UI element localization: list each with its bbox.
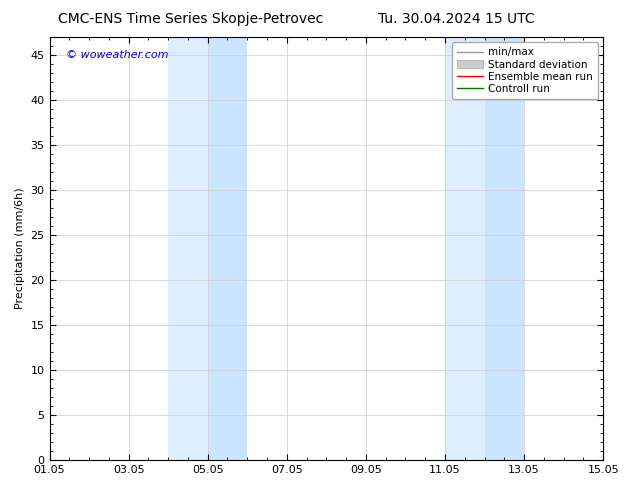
Text: Tu. 30.04.2024 15 UTC: Tu. 30.04.2024 15 UTC xyxy=(378,12,535,26)
Bar xyxy=(484,37,524,460)
Y-axis label: Precipitation (mm/6h): Precipitation (mm/6h) xyxy=(15,188,25,309)
Legend: min/max, Standard deviation, Ensemble mean run, Controll run: min/max, Standard deviation, Ensemble me… xyxy=(451,42,598,99)
Text: © woweather.com: © woweather.com xyxy=(66,50,169,60)
Bar xyxy=(168,37,208,460)
Bar xyxy=(208,37,247,460)
Text: CMC-ENS Time Series Skopje-Petrovec: CMC-ENS Time Series Skopje-Petrovec xyxy=(58,12,323,26)
Bar xyxy=(445,37,484,460)
